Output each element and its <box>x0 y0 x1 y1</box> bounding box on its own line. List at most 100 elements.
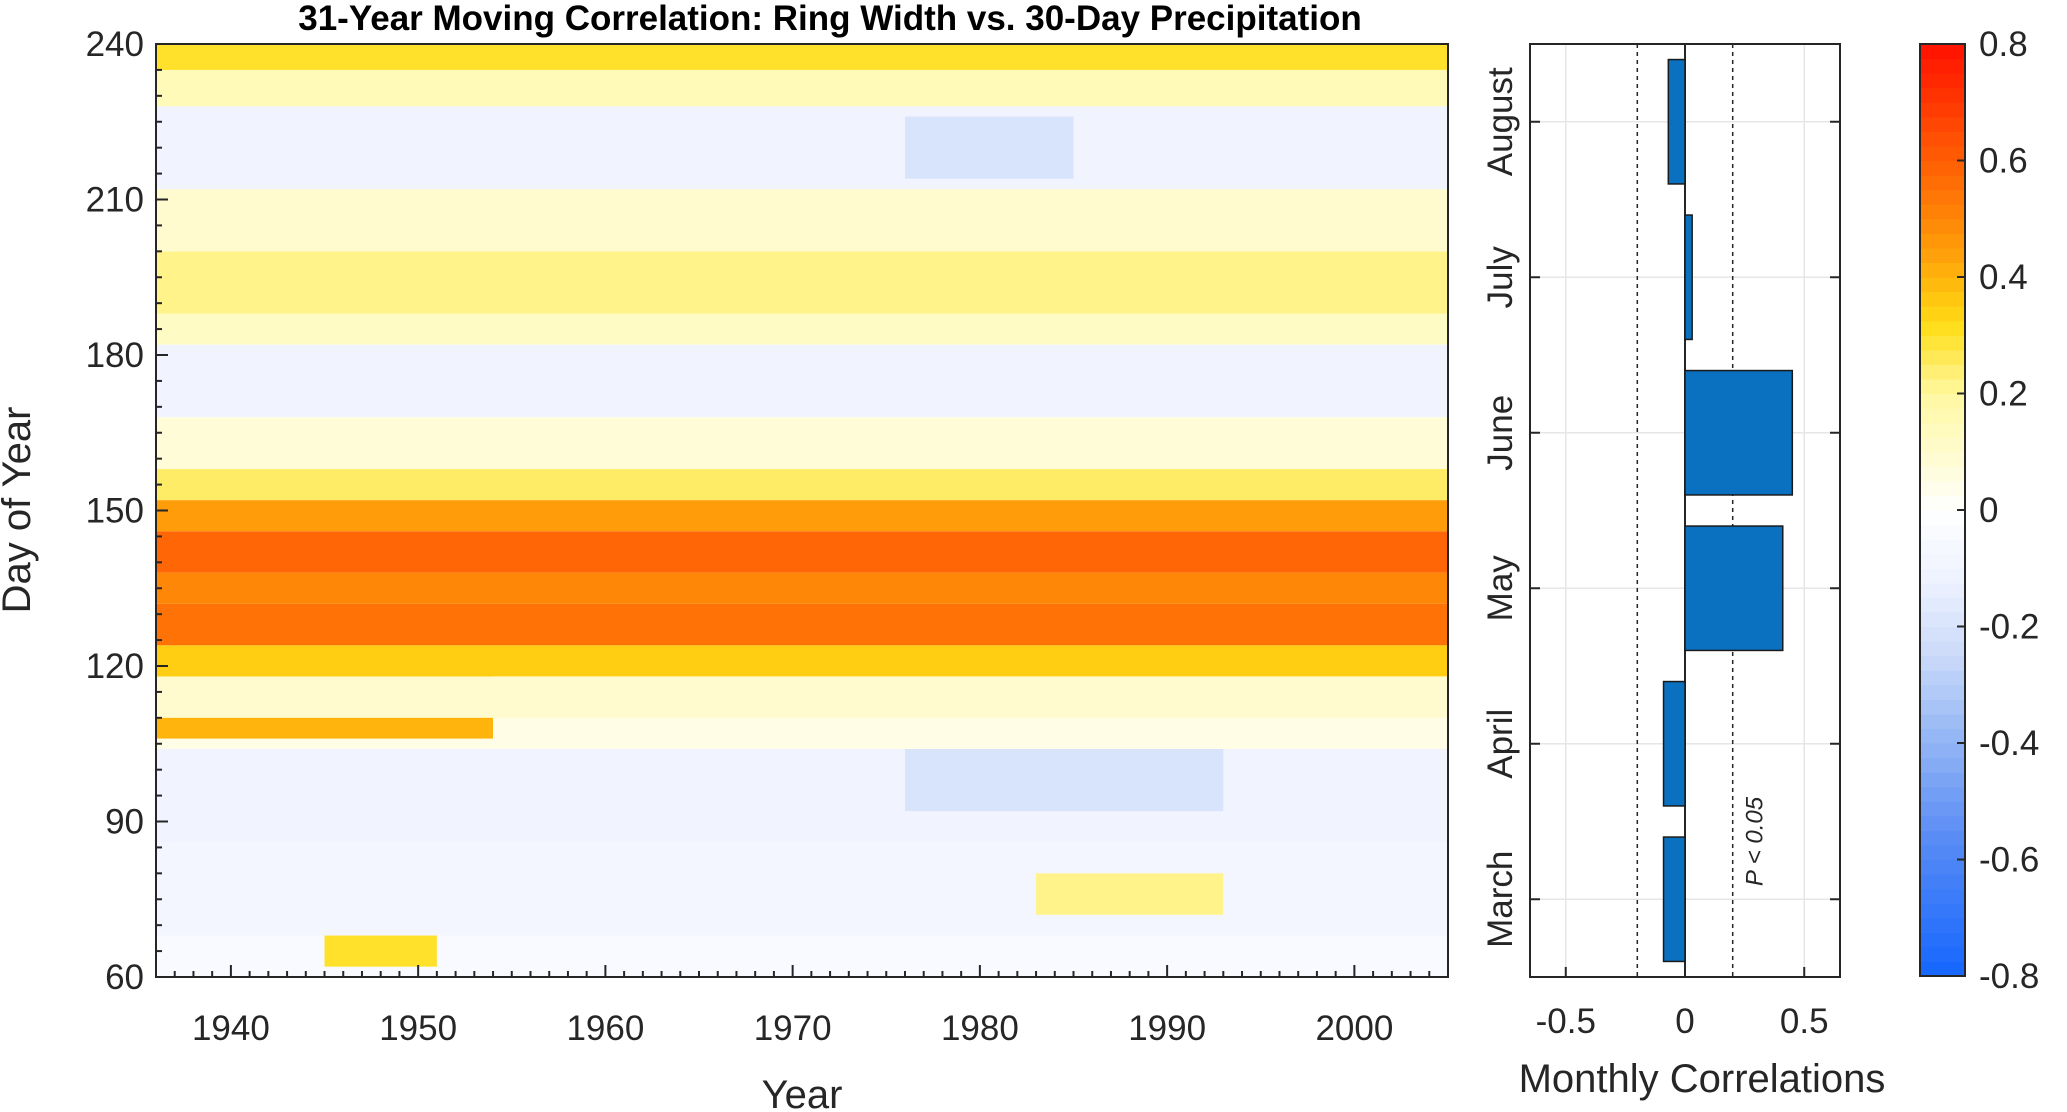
significance-annotation: P < 0.05 <box>1742 796 1769 886</box>
colorbar-segment <box>1920 73 1965 89</box>
colorbar-segment <box>1920 204 1965 220</box>
monthly-bar-august <box>1667 58 1686 185</box>
colorbar-segment <box>1920 437 1965 453</box>
colorbar-segment <box>1920 524 1965 540</box>
heatmap-ylabel: Day of Year <box>0 407 39 614</box>
colorbar-segment <box>1920 815 1965 831</box>
x-tick-label: 1990 <box>1128 1009 1206 1048</box>
colorbar-segment <box>1920 961 1965 977</box>
y-tick-label: 60 <box>105 958 144 997</box>
heatmap-xlabel: Year <box>762 1073 843 1112</box>
bar-x-tick-label: 0 <box>1675 1002 1694 1041</box>
monthly-bar-july <box>1684 214 1693 341</box>
colorbar-segment <box>1920 626 1965 642</box>
heatmap-band <box>156 676 1448 718</box>
colorbar-segment <box>1920 844 1965 861</box>
colorbar-segment <box>1920 145 1965 162</box>
heatmap-band <box>156 531 1448 573</box>
colorbar-segment <box>1920 510 1965 526</box>
heatmap-band <box>156 344 1448 418</box>
colorbar-segment <box>1920 859 1965 875</box>
colorbar-segment <box>1920 611 1965 628</box>
monthly-bar-may <box>1684 525 1784 652</box>
colorbar-segment <box>1920 233 1965 249</box>
month-label: July <box>1481 246 1520 309</box>
heatmap-band <box>156 106 1448 190</box>
colorbar-segment <box>1920 277 1965 293</box>
colorbar-segment <box>1920 291 1965 307</box>
heatmap-band <box>156 469 1448 501</box>
colorbar-tick-label: 0.2 <box>1979 375 2028 414</box>
colorbar-segment <box>1920 713 1965 730</box>
colorbar-segment <box>1920 597 1965 613</box>
colorbar-segment <box>1920 160 1965 176</box>
monthly-bar-april <box>1662 680 1686 807</box>
colorbar-tick-label: 0.6 <box>1979 142 2028 181</box>
colorbar-segment <box>1920 335 1965 351</box>
heatmap-cells <box>156 44 1448 977</box>
heatmap-band <box>156 500 1448 532</box>
colorbar-segment <box>1920 466 1965 482</box>
colorbar-segment <box>1920 553 1965 569</box>
x-tick-label: 1980 <box>941 1009 1019 1048</box>
heatmap-band <box>156 748 1448 843</box>
heatmap-band <box>156 313 1448 345</box>
colorbar-segment <box>1920 451 1965 467</box>
heatmap-band <box>156 842 1448 936</box>
bar-x-tick-label: -0.5 <box>1536 1002 1596 1041</box>
colorbar-segment <box>1920 874 1965 890</box>
month-label: April <box>1481 709 1520 779</box>
bar-x-tick-label: 0.5 <box>1780 1002 1829 1041</box>
colorbar-segment <box>1920 539 1965 555</box>
colorbar-tick-label: 0.4 <box>1979 258 2028 297</box>
heatmap-band <box>156 645 1448 677</box>
heatmap-band <box>1036 873 1224 915</box>
colorbar-segment <box>1920 684 1965 700</box>
colorbar-segment <box>1920 495 1965 511</box>
colorbar-segment <box>1920 378 1965 395</box>
colorbar-segment <box>1920 670 1965 686</box>
colorbar-segment <box>1920 247 1965 264</box>
y-tick-label: 120 <box>86 647 144 686</box>
colorbar-segment <box>1920 102 1965 118</box>
heatmap-band <box>156 44 1448 70</box>
colorbar-tick-label: -0.8 <box>1979 957 2039 996</box>
y-tick-label: 180 <box>86 336 144 375</box>
month-label: August <box>1481 67 1520 176</box>
colorbar-segment <box>1920 58 1965 74</box>
x-tick-label: 1940 <box>192 1009 270 1048</box>
colorbar-segment <box>1920 306 1965 322</box>
colorbar-tick-label: -0.4 <box>1979 724 2039 763</box>
colorbar-segment <box>1920 582 1965 598</box>
heatmap-band <box>156 251 1448 314</box>
colorbar-segment <box>1920 946 1965 963</box>
colorbar-segment <box>1920 903 1965 919</box>
bar-frame <box>1529 43 1841 978</box>
colorbar-segment <box>1920 932 1965 948</box>
colorbar-segment <box>1920 218 1965 234</box>
colorbar-segment <box>1920 116 1965 132</box>
colorbar-segment <box>1920 44 1965 60</box>
monthly-bar-panel: March April May June July August -0.5 0 0.5 <box>1481 43 1841 1041</box>
colorbar-segment <box>1920 408 1965 424</box>
colorbar-segment <box>1920 568 1965 584</box>
colorbar-segment <box>1920 131 1965 147</box>
colorbar-tick-label: -0.6 <box>1979 841 2039 880</box>
colorbar-tick-label: -0.2 <box>1979 608 2039 647</box>
y-tick-label: 240 <box>86 25 144 64</box>
colorbar-segment <box>1920 830 1965 846</box>
colorbar-segment <box>1920 655 1965 671</box>
colorbar-segment <box>1920 801 1965 817</box>
x-tick-label: 2000 <box>1315 1009 1393 1048</box>
colorbar-segment <box>1920 320 1965 336</box>
colorbar-segment <box>1920 786 1965 802</box>
colorbar-segment <box>1920 393 1965 409</box>
colorbar-segment <box>1920 757 1965 773</box>
heatmap-band <box>156 69 1448 107</box>
heatmap-band <box>904 116 1074 179</box>
x-tick-label: 1960 <box>566 1009 644 1048</box>
colorbar-segment <box>1920 480 1965 497</box>
colorbar-segment <box>1920 917 1965 933</box>
month-label: March <box>1481 851 1520 948</box>
colorbar-segment <box>1920 262 1965 278</box>
